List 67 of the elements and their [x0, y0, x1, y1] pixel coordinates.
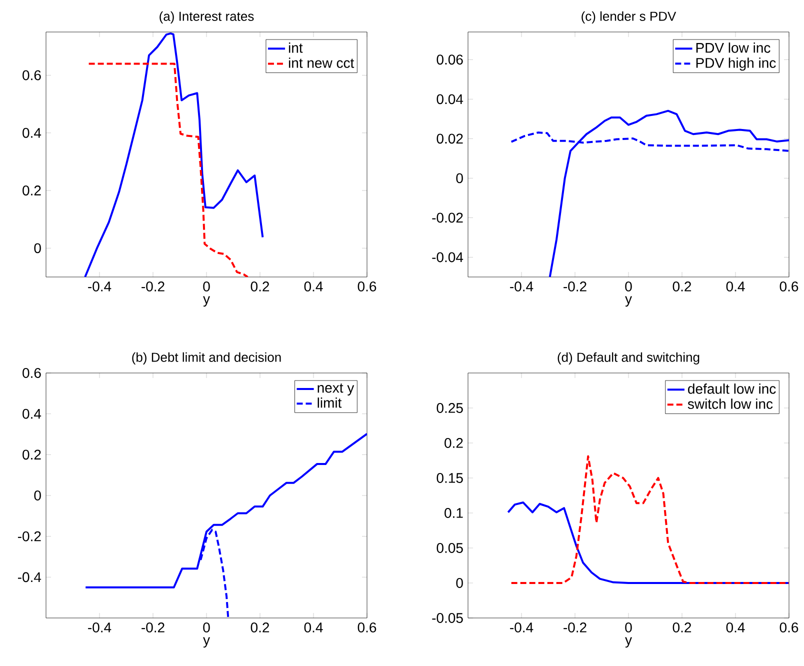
- x-tick-label: 0.6: [780, 622, 798, 632]
- legend-label: PDV high inc: [696, 58, 776, 71]
- legend-label: default low inc: [688, 384, 776, 394]
- x-axis-title: y: [203, 296, 210, 307]
- x-tick-label: 0.4: [304, 622, 323, 632]
- x-tick-label: 0.4: [726, 282, 745, 292]
- x-tick-label: 0.4: [726, 622, 745, 632]
- y-tick-label: 0.2: [444, 438, 463, 448]
- x-tick-label: 0: [203, 282, 210, 292]
- legend-label: int: [288, 42, 303, 53]
- y-tick-label: 0: [456, 173, 463, 184]
- x-tick-label: 0.6: [358, 282, 376, 292]
- y-tick-label: 0.4: [22, 408, 42, 419]
- chart-title: (d) Default and switching: [558, 352, 700, 364]
- x-tick-label: 0.6: [780, 282, 798, 292]
- y-tick-label: 0.4: [22, 128, 42, 138]
- x-tick-label: 0.2: [250, 282, 270, 292]
- x-axis-title: y: [625, 637, 632, 648]
- y-tick-label: 0.15: [436, 473, 463, 483]
- x-tick-label: 0: [625, 282, 632, 292]
- x-axis-title: y: [625, 296, 632, 307]
- chart-title: (c) lender s PDV: [582, 11, 676, 24]
- x-tick-label: -0.2: [564, 622, 586, 632]
- line-series: [88, 62, 249, 277]
- y-tick-label: 0.06: [436, 54, 463, 65]
- y-tick-label: 0.1: [444, 508, 463, 518]
- x-tick-label: -0.4: [88, 282, 112, 292]
- line-series: [84, 32, 264, 277]
- x-tick-label: -0.2: [142, 282, 164, 292]
- y-tick-label: -0.4: [18, 572, 42, 582]
- x-tick-label: 0.2: [672, 622, 692, 632]
- legend-label: int new cct: [288, 58, 354, 68]
- x-tick-label: -0.4: [88, 622, 112, 632]
- y-tick-label: -0.02: [432, 212, 463, 223]
- y-tick-label: 0.6: [22, 70, 41, 80]
- x-tick-label: -0.2: [564, 282, 586, 292]
- y-tick-label: 0.04: [436, 94, 464, 104]
- x-tick-label: 0.2: [250, 622, 270, 632]
- y-tick-label: -0.04: [432, 252, 464, 262]
- y-tick-label: 0.02: [436, 134, 463, 144]
- y-tick-label: 0.2: [22, 450, 41, 460]
- legend-label: switch low inc: [688, 398, 773, 409]
- legend-label: PDV low inc: [696, 42, 770, 53]
- x-tick-label: -0.2: [142, 622, 164, 632]
- chart-title: (a) Interest rates: [160, 11, 254, 24]
- line-series: [510, 455, 789, 584]
- y-tick-label: 0: [34, 490, 41, 500]
- chart-title: (b) Debt limit and decision: [132, 352, 281, 364]
- y-tick-label: 0.6: [22, 368, 41, 378]
- legend-label: next y: [318, 384, 354, 396]
- y-tick-label: 0.2: [22, 186, 41, 196]
- y-tick-label: -0.2: [18, 531, 41, 542]
- x-tick-label: 0.4: [304, 282, 323, 292]
- y-tick-label: -0.05: [432, 613, 463, 623]
- x-tick-label: 0: [625, 622, 632, 632]
- x-tick-label: -0.4: [510, 282, 534, 292]
- y-tick-label: 0.05: [436, 543, 463, 553]
- x-tick-label: 0.6: [358, 622, 376, 632]
- line-series: [507, 501, 789, 584]
- y-tick-label: 0: [34, 243, 41, 254]
- legend-label: limit: [318, 398, 342, 408]
- x-tick-label: 0: [203, 622, 210, 632]
- x-tick-label: 0.2: [672, 282, 692, 292]
- y-tick-label: 0.25: [436, 403, 463, 413]
- y-tick-label: 0: [456, 578, 463, 588]
- x-axis-title: y: [203, 637, 210, 648]
- x-tick-label: -0.4: [510, 622, 534, 632]
